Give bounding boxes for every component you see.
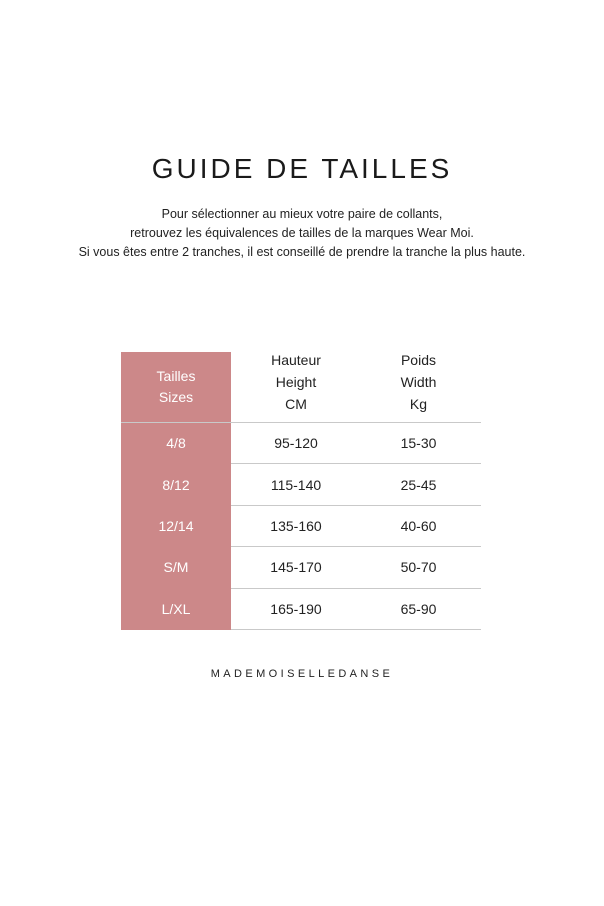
weight-cell: 65-90 [400, 600, 437, 617]
table-row: L/XL 165-190 65-90 [121, 588, 481, 630]
header-label: Hauteur [271, 352, 321, 368]
header-label: Sizes [158, 389, 194, 405]
intro-text: Pour sélectionner au mieux votre paire d… [0, 205, 604, 262]
intro-line: retrouvez les équivalences de tailles de… [130, 226, 474, 240]
table-header: Tailles Sizes Hauteur Height CM Poids Wi… [121, 352, 481, 423]
header-label: Width [400, 374, 437, 390]
weight-cell: 25-45 [400, 476, 437, 493]
size-cell: S/M [121, 547, 231, 589]
header-label: CM [285, 396, 307, 412]
height-cell: 115-140 [270, 476, 322, 493]
size-table: Tailles Sizes Hauteur Height CM Poids Wi… [121, 352, 481, 630]
table-row: S/M 145-170 50-70 [121, 547, 481, 589]
brand-name: MADEMOISELLEDANSE [210, 668, 394, 680]
header-label: Tailles [156, 368, 196, 384]
size-cell: 8/12 [121, 464, 231, 506]
size-cell: 12/14 [121, 505, 231, 548]
page-title: GUIDE DE TAILLES [151, 153, 453, 184]
weight-cell: 50-70 [400, 559, 437, 576]
header-sizes: Tailles Sizes [121, 352, 231, 422]
size-cell: 4/8 [121, 423, 231, 465]
height-cell: 145-170 [270, 559, 322, 576]
height-cell: 135-160 [270, 517, 322, 534]
weight-cell: 15-30 [400, 435, 437, 452]
header-weight: Poids Width Kg [371, 349, 466, 419]
intro-line: Pour sélectionner au mieux votre paire d… [161, 207, 443, 221]
header-label: Height [275, 374, 317, 390]
table-row: 12/14 135-160 40-60 [121, 505, 481, 548]
weight-cell: 40-60 [400, 517, 437, 534]
intro-line: Si vous êtes entre 2 tranches, il est co… [78, 245, 526, 259]
header-label: Kg [409, 396, 428, 412]
height-cell: 165-190 [270, 600, 322, 617]
header-height: Hauteur Height CM [251, 349, 341, 419]
height-cell: 95-120 [274, 435, 318, 452]
table-row: 8/12 115-140 25-45 [121, 464, 481, 506]
header-label: Poids [400, 352, 436, 368]
size-cell: L/XL [121, 588, 231, 630]
table-row: 4/8 95-120 15-30 [121, 423, 481, 465]
